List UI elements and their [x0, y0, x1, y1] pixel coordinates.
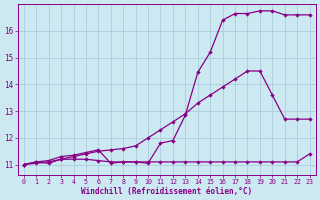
X-axis label: Windchill (Refroidissement éolien,°C): Windchill (Refroidissement éolien,°C) — [81, 187, 252, 196]
